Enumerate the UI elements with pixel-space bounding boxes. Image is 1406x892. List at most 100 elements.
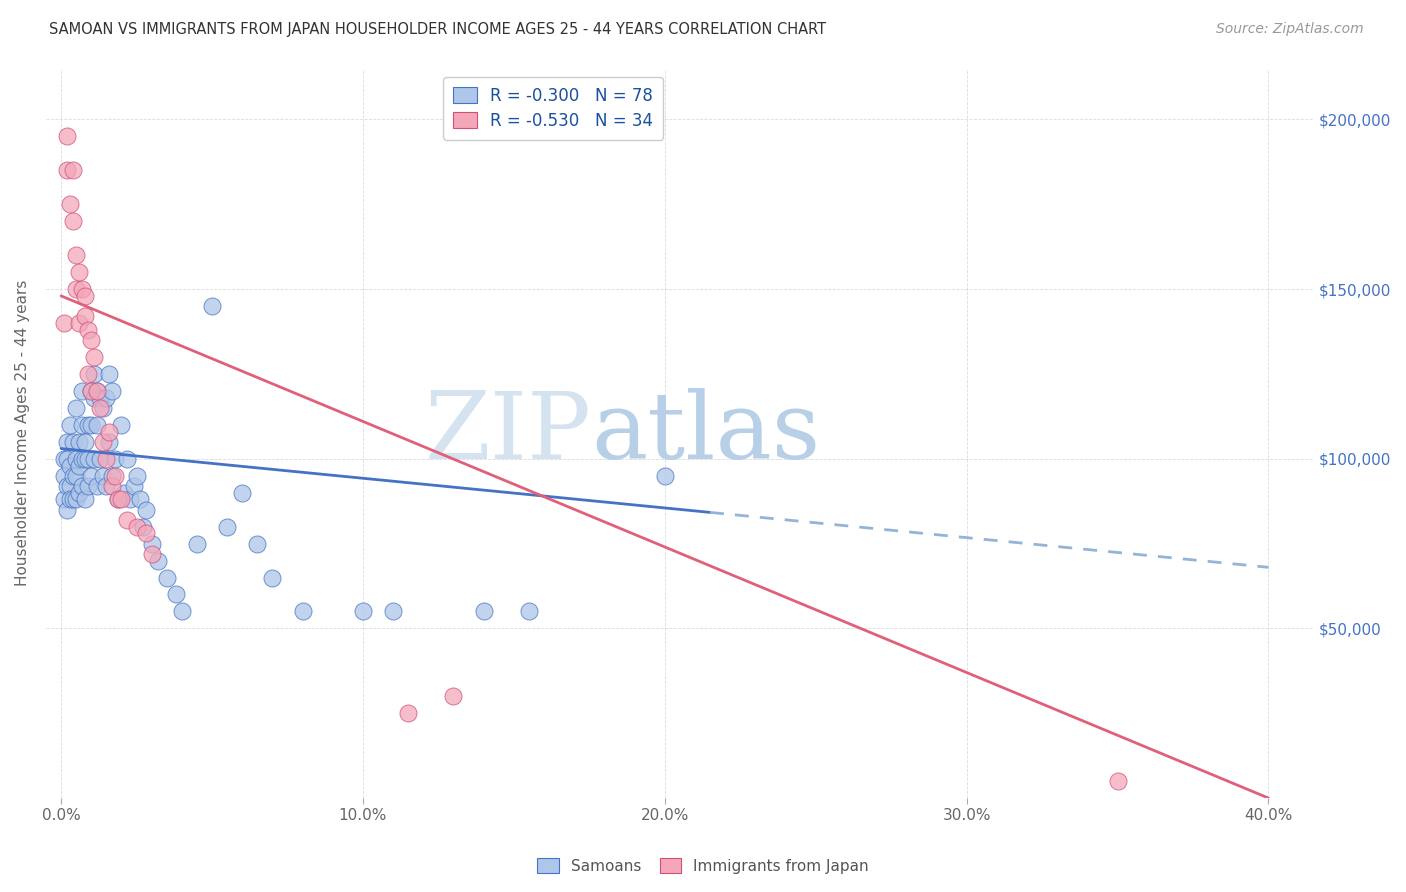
Point [67,434,90,449]
Point [80,417,103,432]
Point [67,316,90,330]
Point [62,492,84,507]
Point [128,492,150,507]
Point [77,323,100,337]
Point [86,384,108,398]
Point [62,468,84,483]
Point [120,492,142,507]
Point [141,547,163,561]
Point [70,417,93,432]
Point [114,485,136,500]
Point [86,384,108,398]
Point [146,553,169,567]
Point [156,570,179,584]
Point [382,604,405,618]
Point [117,451,139,466]
Point [262,570,284,584]
Point [83,350,105,364]
Point [59,458,82,473]
Point [101,479,124,493]
Point [98,367,121,381]
Point [83,367,105,381]
Point [67,485,90,500]
Point [67,458,90,473]
Point [77,479,100,493]
Point [107,492,129,507]
Point [75,451,97,466]
Point [65,401,87,415]
Point [59,197,82,211]
Point [110,492,132,507]
Point [246,536,269,550]
Point [654,468,676,483]
Point [110,417,132,432]
Text: ZIP: ZIP [425,388,591,478]
Point [86,479,108,493]
Point [186,536,208,550]
Point [70,282,93,296]
Point [96,451,118,466]
Point [125,519,148,533]
Y-axis label: Householder Income Ages 25 - 44 years: Householder Income Ages 25 - 44 years [15,280,30,586]
Point [56,434,79,449]
Point [91,434,114,449]
Point [472,604,495,618]
Point [217,519,239,533]
Point [80,333,103,347]
Point [80,468,103,483]
Point [77,451,100,466]
Point [107,492,129,507]
Legend: R = -0.300   N = 78, R = -0.530   N = 34: R = -0.300 N = 78, R = -0.530 N = 34 [443,77,662,139]
Point [53,316,76,330]
Point [56,163,79,178]
Text: atlas: atlas [591,388,820,478]
Point [65,248,87,262]
Point [53,468,76,483]
Point [98,434,121,449]
Point [104,468,127,483]
Point [83,451,105,466]
Point [59,417,82,432]
Point [77,417,100,432]
Point [89,391,111,405]
Legend: Samoans, Immigrants from Japan: Samoans, Immigrants from Japan [531,852,875,880]
Point [98,425,121,439]
Point [56,451,79,466]
Point [65,468,87,483]
Point [53,492,76,507]
Point [62,434,84,449]
Point [75,289,97,303]
Point [91,468,114,483]
Text: Source: ZipAtlas.com: Source: ZipAtlas.com [1216,22,1364,37]
Point [517,604,540,618]
Point [101,468,124,483]
Point [62,163,84,178]
Point [117,513,139,527]
Point [101,384,124,398]
Point [80,384,103,398]
Point [65,282,87,296]
Point [352,604,374,618]
Point [96,479,118,493]
Point [86,417,108,432]
Point [122,479,145,493]
Text: SAMOAN VS IMMIGRANTS FROM JAPAN HOUSEHOLDER INCOME AGES 25 - 44 YEARS CORRELATIO: SAMOAN VS IMMIGRANTS FROM JAPAN HOUSEHOL… [49,22,827,37]
Point [56,502,79,516]
Point [89,451,111,466]
Point [67,265,90,279]
Point [77,367,100,381]
Point [131,519,153,533]
Point [165,587,187,601]
Point [396,706,419,721]
Point [62,214,84,228]
Point [75,310,97,324]
Point [135,502,157,516]
Point [135,526,157,541]
Point [80,384,103,398]
Point [96,391,118,405]
Point [53,451,76,466]
Point [170,604,193,618]
Point [75,434,97,449]
Point [443,690,465,704]
Point [59,492,82,507]
